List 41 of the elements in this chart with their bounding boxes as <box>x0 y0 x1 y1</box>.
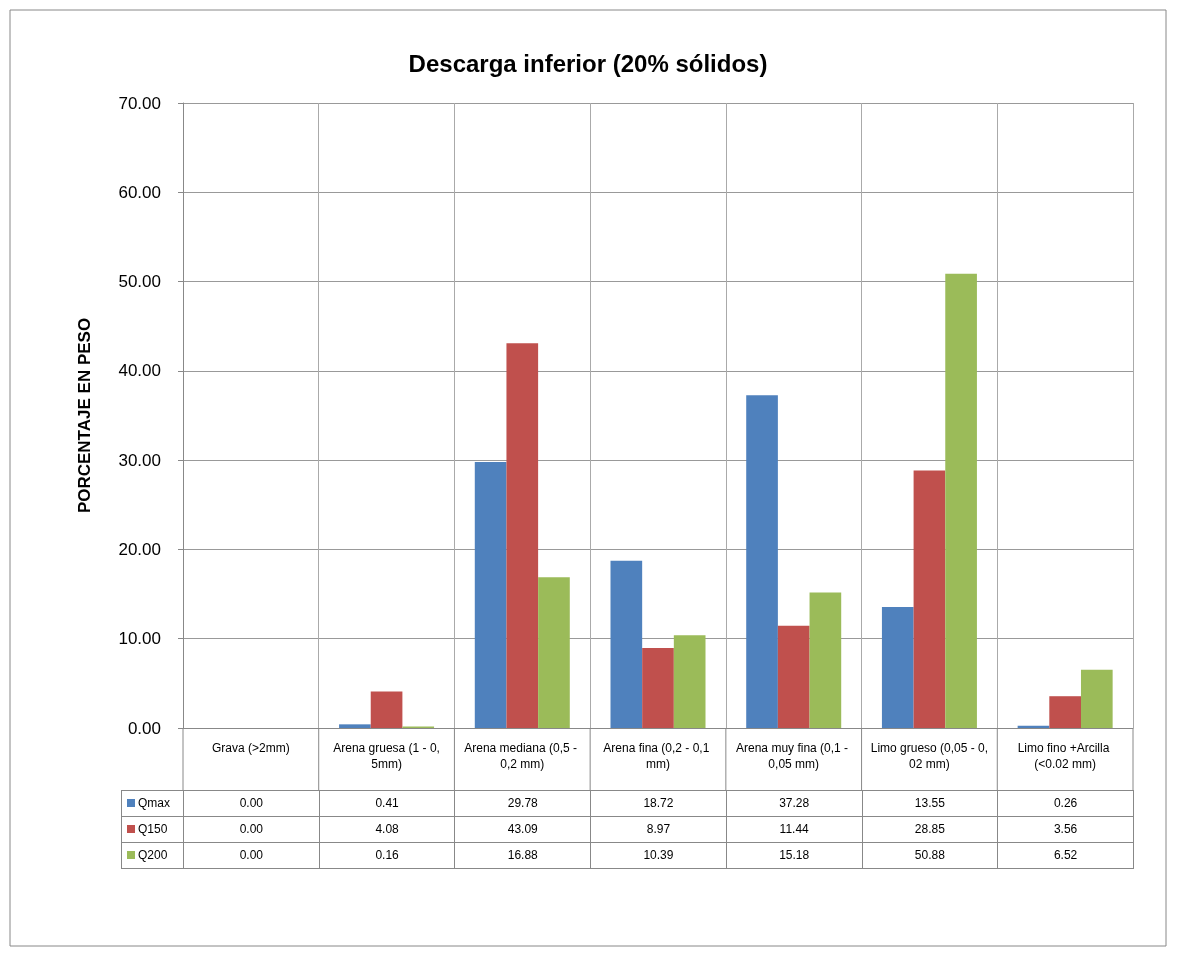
y-axis-title: PORCENTAJE EN PESO <box>75 317 94 514</box>
legend-label: Q150 <box>121 816 184 843</box>
x-tick-label: Grava (>2mm) <box>212 741 290 755</box>
data-label: 10.39 <box>590 842 727 869</box>
data-label: 13.55 <box>862 790 998 817</box>
data-label: 18.72 <box>590 790 727 817</box>
y-tick-label: 10.00 <box>118 629 161 649</box>
chart-title: Descarga inferior (20% sólidos) <box>408 49 768 77</box>
x-tick-label: Arena mediana (0,5 - 0,2 mm) <box>464 741 581 771</box>
data-label: 29.78 <box>454 790 591 817</box>
y-tick-label: 40.00 <box>118 361 161 381</box>
data-label: 50.88 <box>862 842 998 869</box>
y-tick-label: 30.00 <box>118 450 161 470</box>
x-tick-label: Arena muy fina (0,1 - 0,05 mm) <box>736 741 852 771</box>
data-label: 3.56 <box>997 816 1134 843</box>
legend-label: Q200 <box>121 842 184 869</box>
y-tick-label: 50.00 <box>118 272 161 292</box>
data-label: 16.88 <box>454 842 591 869</box>
x-tick-label: Arena gruesa (1 - 0,5mm) <box>333 741 440 771</box>
y-tick-label: 70.00 <box>118 93 161 113</box>
data-label: 15.18 <box>726 842 863 869</box>
data-label: 4.08 <box>319 816 455 843</box>
y-tick-label: 0.00 <box>127 718 161 738</box>
data-label: 8.97 <box>590 816 727 843</box>
data-label: 0.00 <box>183 842 320 869</box>
data-label: 43.09 <box>454 816 591 843</box>
data-label: 28.85 <box>862 816 998 843</box>
x-tick-label: Limo grueso (0,05 - 0,02 mm) <box>870 741 989 771</box>
data-label: 37.28 <box>726 790 863 817</box>
data-label: 0.26 <box>997 790 1134 817</box>
data-label: 0.16 <box>319 842 455 869</box>
data-label: 11.44 <box>726 816 863 843</box>
data-label: 0.41 <box>319 790 455 817</box>
data-label: 6.52 <box>997 842 1134 869</box>
data-label: 0.00 <box>183 816 320 843</box>
y-tick-label: 60.00 <box>118 182 161 202</box>
x-tick-label: Arena fina (0,2 - 0,1 mm) <box>603 741 713 771</box>
data-label: 0.00 <box>183 790 320 817</box>
y-tick-label: 20.00 <box>118 539 161 559</box>
x-tick-label: Limo fino +Arcilla (<0.02 mm) <box>1017 741 1113 771</box>
legend-label: Qmax <box>121 790 184 817</box>
